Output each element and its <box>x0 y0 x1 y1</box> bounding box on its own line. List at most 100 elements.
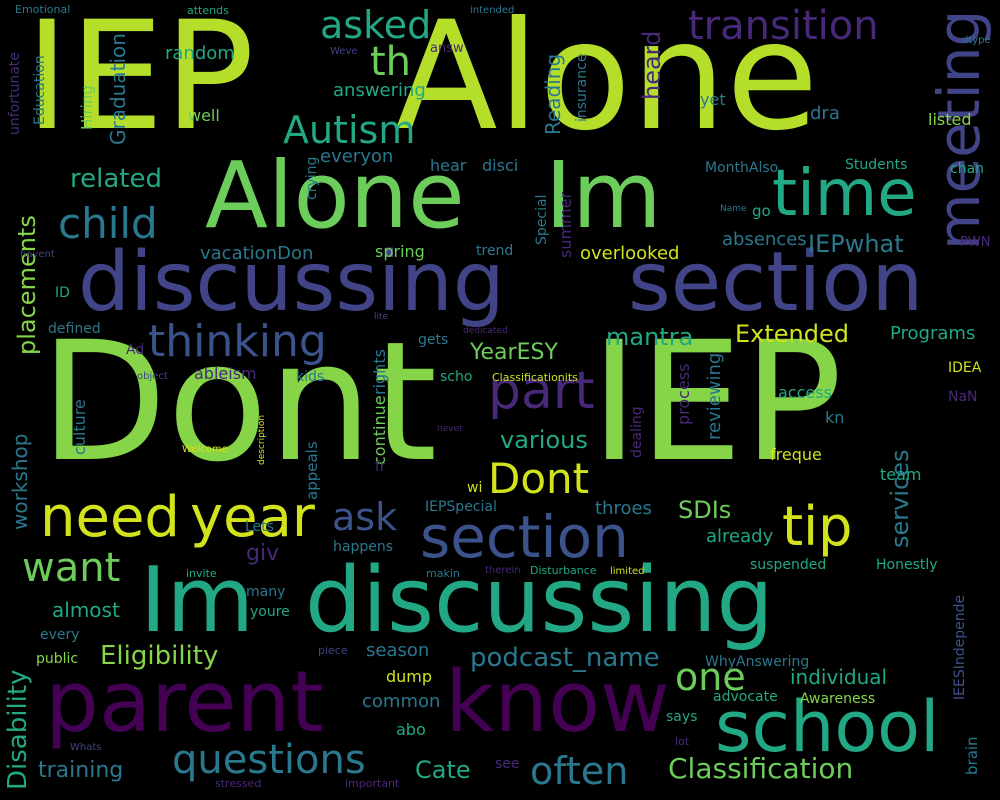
word-brain: brain <box>963 736 981 775</box>
word-welcome: Welcome <box>182 444 228 455</box>
word-dra: dra <box>810 103 840 124</box>
word-parent: parent <box>45 653 324 752</box>
word-many: many <box>246 584 286 600</box>
word-special: Special <box>534 194 550 245</box>
word-kids: kids <box>296 369 325 385</box>
word-hear: hear <box>430 156 467 175</box>
word-stressed: stressed <box>215 777 262 790</box>
word-often: often <box>530 749 629 793</box>
word-everyon: everyon <box>320 146 394 167</box>
word-thinking: thinking <box>148 316 327 367</box>
word-discussing: discussing <box>305 548 774 653</box>
word-training: training <box>38 758 124 783</box>
word-absences: absences <box>722 229 807 250</box>
word-workshop: workshop <box>8 433 32 530</box>
word-description: description <box>257 414 267 465</box>
word-rights: rights <box>370 349 389 395</box>
word-tip: tip <box>782 495 853 558</box>
word-part: part <box>488 361 595 421</box>
word-common: common <box>362 691 441 712</box>
word-dedicated: dedicated <box>463 326 508 336</box>
word-dtype: dtype <box>962 35 991 46</box>
word-summer: summer <box>556 191 575 258</box>
word-answ: answ <box>430 41 464 56</box>
word-suspended: suspended <box>750 557 827 573</box>
word-dump: dump <box>386 667 433 686</box>
word-ask: ask <box>332 495 398 539</box>
word-crying: crying <box>304 156 320 200</box>
word-various: various <box>500 426 588 454</box>
word-abo: abo <box>396 720 426 739</box>
word-limited: limited <box>610 566 645 577</box>
word-whats: Whats <box>70 742 102 753</box>
word-giv: giv <box>246 541 280 566</box>
word-weve: Weve <box>330 46 358 57</box>
word-eligibility: Eligibility <box>100 641 219 671</box>
word-every: every <box>40 627 80 643</box>
word-object: object <box>137 371 168 382</box>
word-one: one <box>675 655 746 699</box>
word-throes: throes <box>595 498 652 519</box>
word-transition: transition <box>688 3 879 49</box>
word-sdis: SDIs <box>678 496 732 524</box>
word-freque: freque <box>770 445 822 464</box>
word-advocate: advocate <box>713 689 778 705</box>
word-culture: culture <box>70 399 89 455</box>
word-reading: Reading <box>541 53 565 135</box>
word-public: public <box>36 651 79 667</box>
word-classificationits: Classificationits <box>492 371 578 384</box>
word-unfortunate: unfortunate <box>7 52 23 135</box>
word-season: season <box>366 640 430 661</box>
word-happens: happens <box>333 539 394 555</box>
word-continue: continue <box>370 395 389 465</box>
word-time: time <box>772 157 917 231</box>
word-alone: Alone <box>395 0 819 164</box>
word-know: know <box>445 653 670 752</box>
word-defined: defined <box>48 321 101 337</box>
word-podcast-name: podcast_name <box>470 643 660 673</box>
word-iep: IEP <box>590 306 843 498</box>
word-vacationdon: vacationDon <box>200 243 314 264</box>
word-appeals: appeals <box>303 441 321 500</box>
word-dont: Dont <box>40 306 438 498</box>
word-autism: Autism <box>283 108 416 152</box>
word-school: school <box>715 686 940 768</box>
word-awareness: Awareness <box>800 691 876 707</box>
word-lite: lite <box>374 312 389 322</box>
word-name: Name <box>720 204 747 214</box>
word-cate: Cate <box>415 756 471 784</box>
word-year: year <box>190 485 315 550</box>
word-therein: therein <box>485 565 521 576</box>
word-wi: wi <box>467 480 483 496</box>
word-iep: IEP <box>25 0 255 164</box>
word-answering: answering <box>333 80 426 101</box>
word-individual: individual <box>790 665 888 689</box>
word-section: section <box>420 503 629 571</box>
word-insurance: insurance <box>574 53 590 122</box>
word-almost: almost <box>52 598 120 622</box>
word-monthalso: MonthAlso <box>705 160 779 176</box>
word-lot: lot <box>675 735 690 748</box>
word-students: Students <box>845 157 908 173</box>
word-honestly: Honestly <box>876 557 938 573</box>
word-extended: Extended <box>735 320 849 348</box>
word-process: process <box>674 363 693 425</box>
word-graduation: Graduation <box>106 33 130 145</box>
word-team: team <box>880 465 922 484</box>
word-heard: heard <box>638 30 666 100</box>
word-im: Im <box>545 142 662 249</box>
word-education: Education <box>32 55 48 125</box>
word-access: access <box>778 383 832 402</box>
word-scho: scho <box>440 369 473 385</box>
word-dont: Dont <box>488 454 590 503</box>
word-related: related <box>70 164 162 194</box>
word-ad: Ad <box>126 342 145 358</box>
word-overlooked: overlooked <box>580 243 680 264</box>
word-youre: youre <box>250 604 290 620</box>
word-discussing: discussing <box>78 235 505 330</box>
word-idea: IDEA <box>948 360 982 376</box>
word-spring: spring <box>375 242 425 261</box>
word-section: section <box>628 235 924 330</box>
word-questions: questions <box>172 737 366 783</box>
